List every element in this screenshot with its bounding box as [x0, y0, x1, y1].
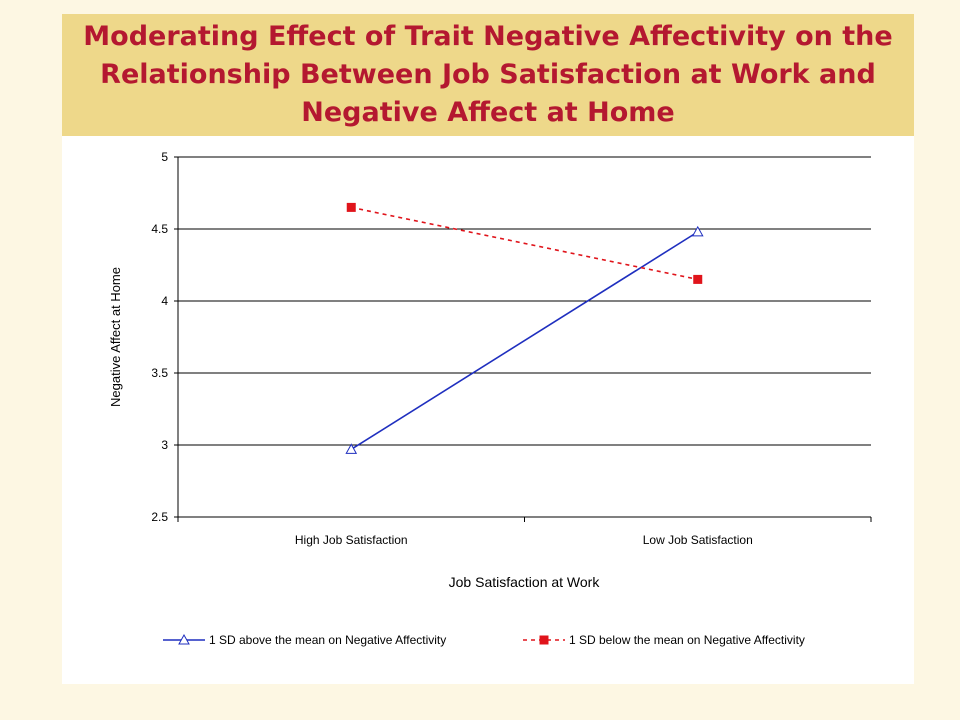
- chart-title: Moderating Effect of Trait Negative Affe…: [83, 21, 893, 128]
- legend-marker-1: [539, 635, 549, 645]
- series-line-1: [351, 206, 698, 281]
- gridlines: [178, 156, 871, 446]
- y-axis-label: Negative Affect at Home: [108, 267, 123, 407]
- chart-panel: Moderating Effect of Trait Negative Affe…: [62, 14, 914, 684]
- series-1-point-0: [346, 202, 356, 212]
- y-tick-label-4: 4.5: [151, 222, 168, 236]
- series-0-point-1: [691, 225, 704, 237]
- x-tick-label-1: Low Job Satisfaction: [643, 533, 753, 547]
- y-tick-label-3: 4: [161, 294, 168, 308]
- series-line-0: [350, 231, 699, 450]
- y-tick-label-0: 2.5: [151, 510, 168, 524]
- x-tick-label-0: High Job Satisfaction: [295, 533, 408, 547]
- legend: 1 SD above the mean on Negative Affectiv…: [163, 633, 805, 647]
- y-ticks: 2.5 3 3.5 4 4.5 5: [151, 150, 178, 524]
- legend-label-0: 1 SD above the mean on Negative Affectiv…: [209, 633, 446, 647]
- legend-label-1: 1 SD below the mean on Negative Affectiv…: [569, 633, 805, 647]
- x-ticks: High Job Satisfaction Low Job Satisfactio…: [177, 517, 872, 547]
- legend-marker-0: [178, 633, 190, 645]
- series-0-point-0: [345, 443, 358, 454]
- title-band: Moderating Effect of Trait Negative Affe…: [62, 14, 914, 136]
- series-layer: [345, 202, 704, 454]
- x-axis-label: Job Satisfaction at Work: [449, 574, 601, 590]
- y-tick-label-2: 3.5: [151, 366, 168, 380]
- y-tick-label-1: 3: [161, 438, 168, 452]
- y-tick-label-5: 5: [161, 150, 168, 164]
- series-1-point-1: [693, 274, 703, 284]
